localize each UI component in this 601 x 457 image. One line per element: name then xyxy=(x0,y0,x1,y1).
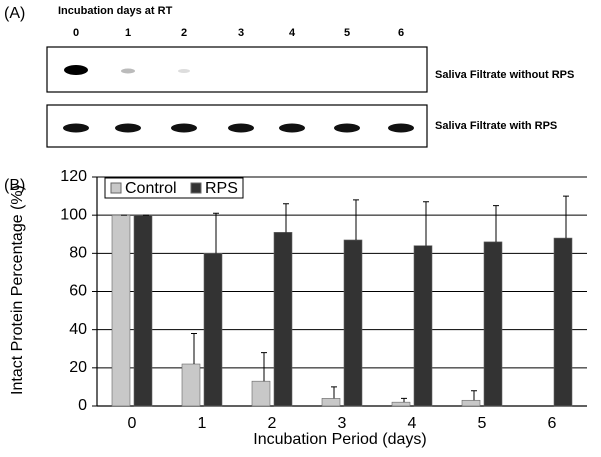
gel-band xyxy=(171,123,197,133)
y-axis-label: Intact Protein Percentage (%) xyxy=(9,185,26,395)
lane-label: 1 xyxy=(125,27,131,39)
gel-row-label: Saliva Filtrate with RPS xyxy=(435,120,557,132)
y-tick-label: 60 xyxy=(69,283,87,300)
bar xyxy=(413,245,433,407)
legend-swatch xyxy=(110,182,122,194)
error-bar xyxy=(423,201,429,246)
error-bar xyxy=(213,212,219,254)
lane-label: 5 xyxy=(344,27,350,39)
lane-label: 2 xyxy=(181,27,187,39)
gel-band xyxy=(388,123,414,133)
x-tick-label: 5 xyxy=(478,415,487,432)
gel-band xyxy=(228,123,254,133)
bar xyxy=(203,253,223,407)
legend-label: Control xyxy=(125,180,177,197)
gel-band xyxy=(115,123,141,133)
bar xyxy=(251,380,271,407)
x-tick-label: 3 xyxy=(338,415,347,432)
panel-b-label: (B) xyxy=(4,177,25,194)
error-bar xyxy=(191,332,197,365)
error-bar xyxy=(471,390,477,401)
x-tick-label: 6 xyxy=(548,415,557,432)
y-tick-label: 80 xyxy=(69,245,87,262)
legend-label: RPS xyxy=(205,180,238,197)
y-tick-label: 40 xyxy=(69,321,87,338)
bar xyxy=(343,239,363,407)
bar xyxy=(111,214,131,407)
error-bar xyxy=(261,352,267,382)
bar xyxy=(273,232,293,407)
gel-band xyxy=(334,123,360,133)
gel-row-label: Saliva Filtrate without RPS xyxy=(435,69,574,81)
y-tick-label: 20 xyxy=(69,359,87,376)
panel-a-label: (A) xyxy=(4,5,25,22)
error-bar xyxy=(493,205,499,242)
gel-band xyxy=(64,65,88,75)
gel-band xyxy=(63,123,89,133)
y-tick-label: 120 xyxy=(60,168,87,185)
x-tick-label: 0 xyxy=(128,415,137,432)
error-bar xyxy=(283,203,289,233)
error-bar xyxy=(401,397,407,403)
gel-row-box xyxy=(46,46,428,93)
bar xyxy=(553,237,573,407)
lane-label: 0 xyxy=(73,27,79,39)
lane-label: 4 xyxy=(289,27,296,39)
bar xyxy=(181,363,201,407)
legend-box xyxy=(104,177,244,199)
gel-band xyxy=(178,69,190,73)
gel-row-box xyxy=(46,104,428,148)
bar xyxy=(483,241,503,407)
error-bar xyxy=(353,199,359,240)
legend-swatch xyxy=(190,182,202,194)
bar xyxy=(391,401,411,407)
y-tick-label: 0 xyxy=(78,397,87,414)
x-axis-label: Incubation Period (days) xyxy=(253,431,426,448)
lane-label: 3 xyxy=(238,27,244,39)
bar xyxy=(133,214,153,407)
error-bar xyxy=(331,386,337,399)
bar xyxy=(461,399,481,407)
bar xyxy=(321,398,341,407)
x-tick-label: 4 xyxy=(408,415,417,432)
y-tick-label: 100 xyxy=(60,206,87,223)
gel-header: Incubation days at RT xyxy=(58,5,173,17)
lane-label: 6 xyxy=(398,27,404,39)
x-tick-label: 1 xyxy=(198,415,207,432)
gel-band xyxy=(279,123,305,133)
x-tick-label: 2 xyxy=(268,415,277,432)
gel-band xyxy=(121,68,135,74)
error-bar xyxy=(563,195,569,239)
